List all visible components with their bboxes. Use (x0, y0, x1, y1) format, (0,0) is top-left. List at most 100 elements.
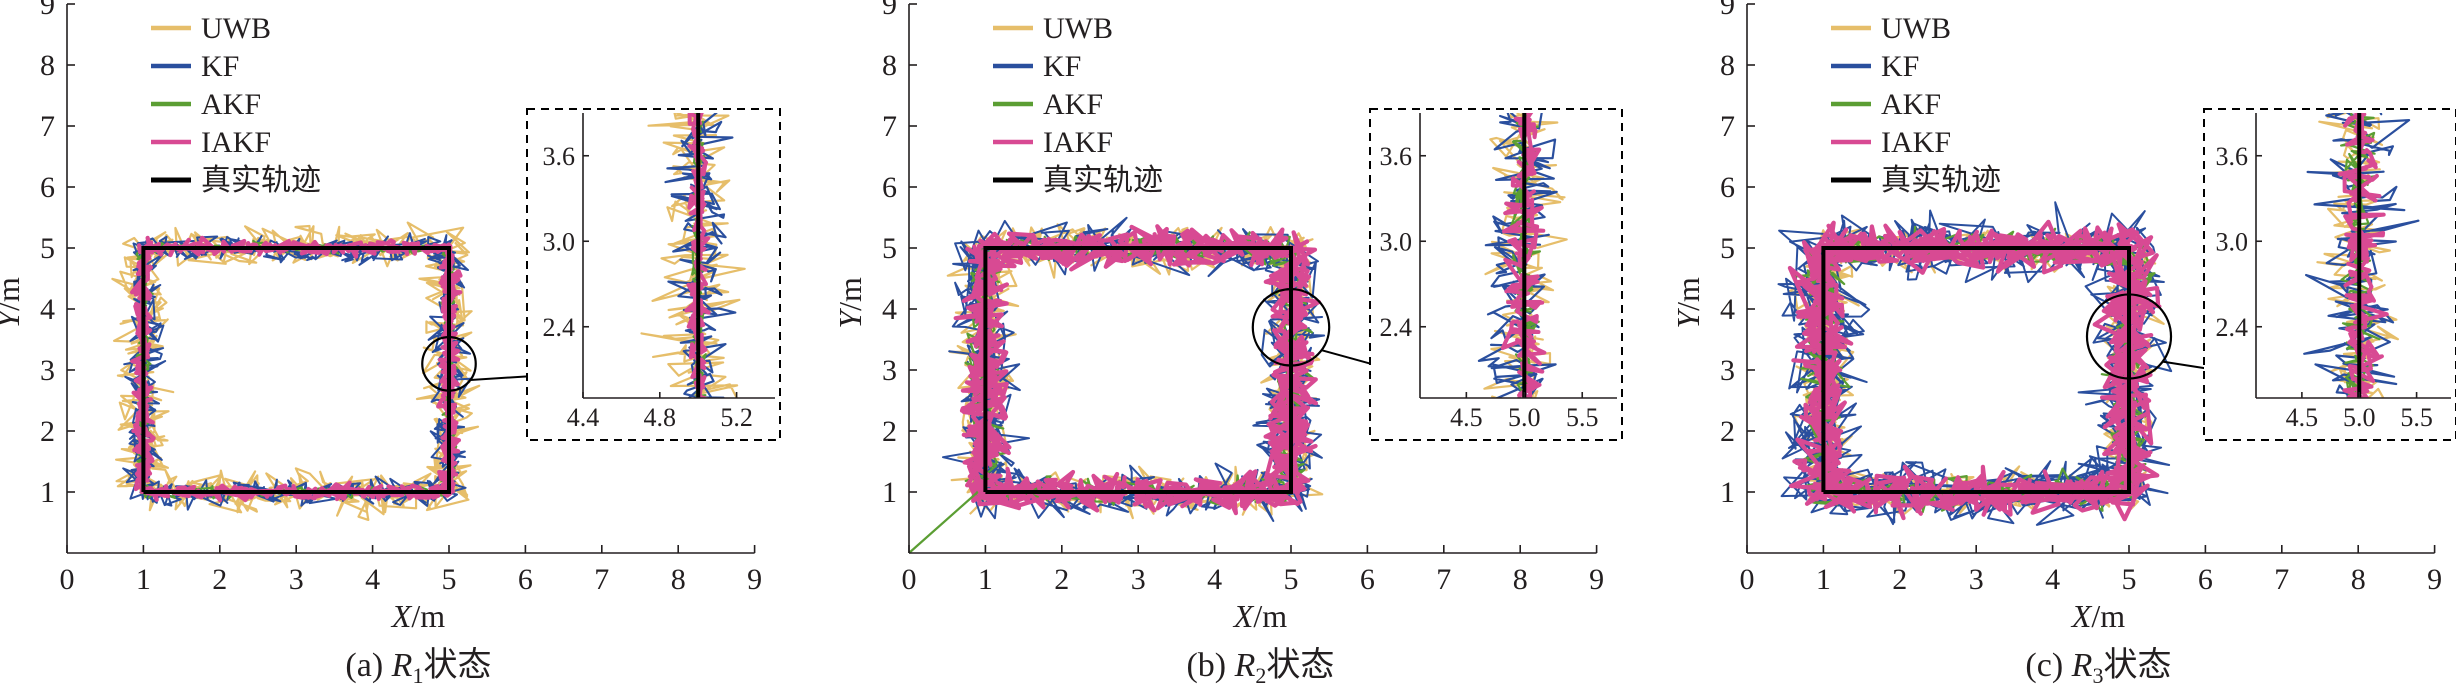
y-tick-label: 5 (1720, 232, 1735, 265)
legend-label-akf: AKF (1881, 88, 1941, 121)
inset-x-tick-label: 4.5 (1450, 403, 1483, 432)
legend-label-uwb: UWB (201, 12, 271, 45)
x-tick-label: 0 (1740, 563, 1755, 596)
series-line-akf-tail (908, 491, 979, 554)
series-line-iakf (953, 224, 1322, 516)
legend-label-iakf: IAKF (1881, 126, 1951, 159)
inset: 4.5 5.0 5.5 2.4 3.0 3.6 (2203, 108, 2456, 441)
legend-label-truth: 真实轨迹 (1043, 164, 1163, 197)
x-tick-label: 2 (1054, 563, 1069, 596)
x-tick-label: 2 (1892, 563, 1907, 596)
x-axis-label: X/m (2070, 598, 2125, 634)
legend-label-akf: AKF (1043, 88, 1103, 121)
inset-x-tick-label: 5.5 (2400, 403, 2433, 432)
y-tick-label: 7 (40, 110, 55, 143)
y-tick-label: 3 (40, 354, 55, 387)
series-line-truth (1821, 246, 2131, 494)
y-tick-label: 3 (1720, 354, 1735, 387)
x-tick-label: 5 (1284, 563, 1299, 596)
legend-label-kf: KF (1881, 50, 1919, 83)
inset-x-tick-label: 4.4 (567, 403, 600, 432)
zoom-circle (421, 336, 477, 392)
legend-label-truth: 真实轨迹 (1881, 164, 2001, 197)
series-line-akf (134, 239, 459, 500)
inset-x-tick-label: 5.2 (720, 403, 753, 432)
inset-y-tick-label: 3.6 (543, 142, 576, 171)
y-tick-label: 7 (882, 110, 897, 143)
y-tick-label: 1 (1720, 476, 1735, 509)
panel-caption: (a) R1状态 (345, 646, 491, 688)
inset-y-tick-label: 3.6 (2216, 142, 2249, 171)
legend-label-uwb: UWB (1881, 12, 1951, 45)
y-tick-label: 8 (40, 49, 55, 82)
inset-y-tick-label: 2.4 (2216, 313, 2249, 342)
inset-x-tick-label: 5.5 (1566, 403, 1599, 432)
y-tick-label: 8 (1720, 49, 1735, 82)
x-tick-label: 0 (902, 563, 917, 596)
x-tick-label: 2 (212, 563, 227, 596)
inset-y-tick-label: 2.4 (1380, 313, 1413, 342)
y-tick-label: 1 (882, 476, 897, 509)
series-line-iakf (1787, 219, 2162, 522)
legend-label-akf: AKF (201, 88, 261, 121)
x-tick-label: 1 (136, 563, 151, 596)
y-tick-label: 5 (882, 232, 897, 265)
x-tick-label: 7 (1436, 563, 1451, 596)
legend-label-iakf: IAKF (1043, 126, 1113, 159)
y-axis-label: Y/m (832, 277, 868, 329)
y-tick-label: 9 (40, 0, 55, 21)
chart-panel-a: 0 1 2 3 4 5 6 7 8 9 1 2 3 4 5 6 7 8 9 X/m Y/m (a) R1状态 UWB KF AK… (0, 0, 781, 688)
x-tick-label: 8 (1513, 563, 1528, 596)
legend: UWB KF AKF IAKF 真实轨迹 (151, 12, 321, 197)
x-tick-label: 3 (1131, 563, 1146, 596)
x-tick-label: 9 (747, 563, 762, 596)
y-tick-label: 5 (40, 232, 55, 265)
y-tick-label: 6 (1720, 171, 1735, 204)
legend-label-kf: KF (201, 50, 239, 83)
inset: 4.5 5.0 5.5 2.4 3.0 3.6 (1369, 108, 1623, 441)
x-axis-label: X/m (390, 598, 445, 634)
y-axis-label: Y/m (0, 277, 26, 329)
legend-label-uwb: UWB (1043, 12, 1113, 45)
series-line-akf (964, 231, 1316, 506)
inset-traces (1477, 113, 1568, 398)
x-tick-label: 4 (1207, 563, 1222, 596)
y-axis-label: Y/m (1670, 277, 1706, 329)
chart-panel-b: 0 1 2 3 4 5 6 7 8 9 1 2 3 4 5 6 7 8 9 X/m Y/m (b) R2状态 UWB KF AK… (832, 0, 1623, 688)
x-axis-label: X/m (1232, 598, 1287, 634)
y-tick-label: 2 (882, 415, 897, 448)
x-tick-label: 9 (2427, 563, 2442, 596)
legend: UWB KF AKF IAKF 真实轨迹 (993, 12, 1163, 197)
x-tick-label: 3 (1969, 563, 1984, 596)
x-tick-label: 3 (289, 563, 304, 596)
x-tick-label: 5 (2122, 563, 2137, 596)
x-tick-label: 7 (594, 563, 609, 596)
y-tick-label: 2 (40, 415, 55, 448)
inset-traces (2303, 113, 2420, 398)
x-tick-label: 5 (442, 563, 457, 596)
y-tick-label: 4 (1720, 293, 1735, 326)
chart-panel-c: 0 1 2 3 4 5 6 7 8 9 1 2 3 4 5 6 7 8 9 X/m Y/m (c) R3状态 UWB KF AK… (1670, 0, 2456, 688)
x-tick-label: 4 (2045, 563, 2060, 596)
legend-label-iakf: IAKF (201, 126, 271, 159)
y-tick-label: 4 (40, 293, 55, 326)
series-line-iakf (130, 235, 463, 503)
y-tick-label: 6 (40, 171, 55, 204)
y-tick-label: 7 (1720, 110, 1735, 143)
inset-x-tick-label: 5.0 (1508, 403, 1541, 432)
y-tick-label: 4 (882, 293, 897, 326)
inset-y-tick-label: 3.0 (543, 227, 576, 256)
legend-label-kf: KF (1043, 50, 1081, 83)
y-tick-label: 8 (882, 49, 897, 82)
x-tick-label: 1 (978, 563, 993, 596)
y-tick-label: 9 (882, 0, 897, 21)
inset: 4.4 4.8 5.2 2.4 3.0 3.6 (526, 108, 781, 441)
x-tick-label: 7 (2274, 563, 2289, 596)
inset-traces (640, 113, 746, 398)
inset-y-tick-label: 2.4 (543, 313, 576, 342)
inset-x-tick-label: 4.5 (2286, 403, 2319, 432)
y-tick-label: 2 (1720, 415, 1735, 448)
y-tick-label: 1 (40, 476, 55, 509)
inset-x-tick-label: 5.0 (2343, 403, 2376, 432)
